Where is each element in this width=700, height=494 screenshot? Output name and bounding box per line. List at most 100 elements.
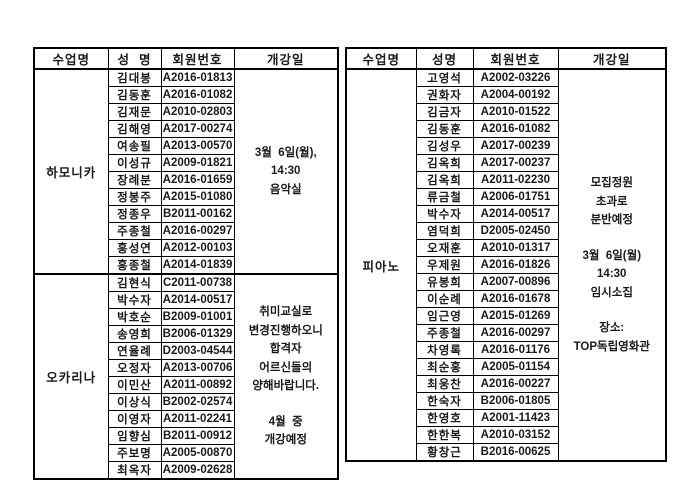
member-name-cell: 송영희 <box>107 325 162 343</box>
member-name-cell: 김옥희 <box>415 171 474 189</box>
schedule-line: 취미교실로 <box>259 306 313 319</box>
member-row: 정봉주 A2015-01080 <box>34 188 338 206</box>
member-name-cell: 장례분 <box>107 171 162 189</box>
left-col-header-start-date: 개강일 <box>233 47 339 70</box>
right-col-header-class-name: 수업명 <box>345 47 417 70</box>
member-name-cell: 권화자 <box>415 86 474 104</box>
member-name-cell: 임향심 <box>107 427 162 445</box>
schedule-line: 3월 6일(월) <box>582 249 642 262</box>
member-name-cell: 고영석 <box>415 68 474 87</box>
member-name-cell: 김성우 <box>415 137 474 155</box>
member-name-cell: 연율례 <box>107 342 162 360</box>
member-id-cell: A2016-00297 <box>472 324 559 342</box>
member-name-cell: 김현식 <box>107 273 162 292</box>
member-name-cell: 김동훈 <box>415 120 474 138</box>
member-id-cell: A2016-01678 <box>472 290 559 308</box>
member-id-cell: B2009-01001 <box>160 308 235 326</box>
member-id-cell: A2017-00237 <box>472 154 559 172</box>
member-row: 박호순 B2009-01001 <box>34 308 338 326</box>
member-row: 홍성연 A2012-00103 <box>34 239 338 257</box>
member-id-cell: A2009-02628 <box>160 461 235 480</box>
member-row: 주종철 A2016-00297 <box>346 324 666 342</box>
member-name-cell: 김대봉 <box>107 68 162 87</box>
member-row: 김동훈 A2016-01082 <box>346 120 666 138</box>
member-id-cell: A2016-01826 <box>472 256 559 274</box>
member-name-cell: 임근영 <box>415 307 474 325</box>
member-id-cell: B2006-01805 <box>472 392 559 410</box>
member-id-cell: A2016-01659 <box>160 171 235 189</box>
member-id-cell: C2011-00738 <box>160 273 235 292</box>
left-col-header-member-id: 회원번호 <box>160 47 235 70</box>
member-name-cell: 김금자 <box>415 103 474 121</box>
member-row: 최옥자 A2009-02628 <box>34 461 338 480</box>
member-id-cell: A2005-00870 <box>160 444 235 462</box>
member-name-cell: 여송필 <box>107 137 162 155</box>
left-col-header-member-name: 성 명 <box>107 47 162 70</box>
member-id-cell: A2010-03152 <box>472 426 559 444</box>
member-name-cell: 주종철 <box>107 222 162 240</box>
member-id-cell: A2010-02803 <box>160 103 235 121</box>
member-row: 오재훈 A2010-01317 <box>346 239 666 257</box>
schedule-line: 4월 중 <box>268 415 303 428</box>
start-date-cell: 취미교실로 변경진행하오니 합격자 어르신들의 양해바랍니다. 4월 중 개강예정 <box>233 273 339 480</box>
member-row: 이민산 A2011-00892 <box>34 376 338 394</box>
start-date-cell: 모집정원 초과로 분반예정 3월 6일(월) 14:30 임시소집 장소: TOP독립영화관 <box>557 68 667 462</box>
member-row: 최순홍 A2005-01154 <box>346 358 666 376</box>
schedule-line: 음악실 <box>269 183 302 196</box>
member-id-cell: A2010-01522 <box>472 103 559 121</box>
member-id-cell: B2011-00912 <box>160 427 235 445</box>
member-id-cell: A2001-11423 <box>472 409 559 427</box>
member-id-cell: A2010-01317 <box>472 239 559 257</box>
member-name-cell: 류금철 <box>415 188 474 206</box>
member-name-cell: 김동훈 <box>107 86 162 104</box>
member-row: 이상식 B2002-02574 <box>34 393 338 411</box>
member-row: 권화자 A2004-00192 <box>346 86 666 104</box>
member-name-cell: 홍성연 <box>107 239 162 257</box>
member-row: 김옥희 A2011-02230 <box>346 171 666 189</box>
member-name-cell: 이영자 <box>107 410 162 428</box>
member-name-cell: 이순례 <box>415 290 474 308</box>
member-id-cell: A2002-03226 <box>472 68 559 87</box>
member-id-cell: A2016-00227 <box>472 375 559 393</box>
schedule-line: 합격자 <box>269 343 302 356</box>
member-id-cell: A2017-00274 <box>160 120 235 138</box>
member-id-cell: A2007-00896 <box>472 273 559 291</box>
member-row: 박수자 A2014-00517 <box>346 205 666 223</box>
schedule-line: 모집정원 <box>590 177 633 189</box>
right-roster-table: 수업명 성명 회원번호 개강일 피아노 고영석 A2002-03226 모집정원 초과로… <box>345 47 667 462</box>
schedule-line: 임시소집 <box>590 286 633 299</box>
member-row: 이영자 A2011-02241 <box>34 410 338 428</box>
member-name-cell: 한숙자 <box>415 392 474 410</box>
member-id-cell: A2011-02241 <box>160 410 235 428</box>
member-row: 김금자 A2010-01522 <box>346 103 666 121</box>
member-id-cell: A2015-01080 <box>160 188 235 206</box>
member-row: 홍종철 A2014-01839 <box>34 256 338 275</box>
schedule-line <box>235 396 337 413</box>
class-name-cell: 하모니카 <box>33 68 109 275</box>
member-id-cell: A2014-00517 <box>472 205 559 223</box>
member-name-cell: 김재문 <box>107 103 162 121</box>
member-id-cell: D2005-02450 <box>472 222 559 240</box>
member-id-cell: A2004-00192 <box>472 86 559 104</box>
member-id-cell: D2003-04544 <box>160 342 235 360</box>
member-row: 황창근 B2016-00625 <box>346 443 666 462</box>
member-name-cell: 우제원 <box>415 256 474 274</box>
member-id-cell: B2016-00625 <box>472 443 559 462</box>
member-name-cell: 최웅찬 <box>415 375 474 393</box>
member-row: 주보명 A2005-00870 <box>34 444 338 462</box>
member-name-cell: 최옥자 <box>107 461 162 480</box>
left-col-header-class-name: 수업명 <box>33 47 109 70</box>
member-name-cell: 차영록 <box>415 341 474 359</box>
member-row: 하모니카 김대봉 A2016-01813 3월 6일(월), 14:30 음악실 <box>33 68 339 275</box>
member-id-cell: A2014-01839 <box>160 256 235 275</box>
member-row: 장례분 A2016-01659 <box>34 171 338 189</box>
schedule-line: TOP독립영화관 <box>573 340 650 353</box>
member-id-cell: A2011-00892 <box>160 376 235 394</box>
member-name-cell: 염덕희 <box>415 222 474 240</box>
member-id-cell: A2015-01269 <box>472 307 559 325</box>
member-id-cell: A2005-01154 <box>472 358 559 376</box>
left-header-row: 수업명 성 명 회원번호 개강일 <box>33 47 339 70</box>
member-id-cell: B2011-00162 <box>160 205 235 223</box>
member-id-cell: A2016-01176 <box>472 341 559 359</box>
